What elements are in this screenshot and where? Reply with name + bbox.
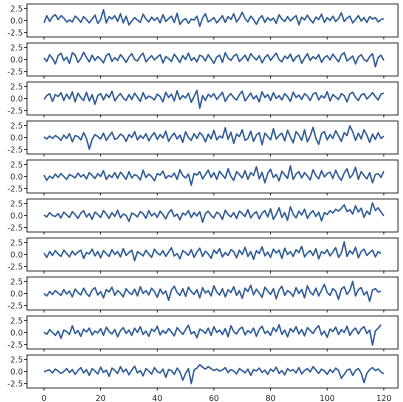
xtick-label: 60 (209, 394, 219, 402)
panel-3-ytick-label: 2.5 (10, 82, 23, 91)
xtick-label: 20 (96, 394, 106, 402)
panel-9-ytick-label: -2.5 (7, 341, 23, 350)
xtick-label: 40 (152, 394, 162, 402)
panel-1-series-line (43, 9, 385, 28)
panel-8-series-line (43, 280, 382, 303)
panel-1-frame (26, 3, 399, 38)
panel-8-ytick-label: -2.5 (7, 302, 23, 311)
panel-8-ytick-label: 2.5 (10, 277, 23, 286)
panel-10-ytick-label: 0.0 (10, 368, 23, 377)
panel-4-ytick-label: -2.5 (7, 146, 23, 155)
panel-5-ytick-label: -2.5 (7, 185, 23, 194)
xtick-label: 0 (41, 394, 46, 402)
xtick-label: 80 (265, 394, 275, 402)
panel-10-ytick-label: -2.5 (7, 380, 23, 389)
panel-8-ytick-label: 0.0 (10, 290, 23, 299)
panel-3-ytick-label: -2.5 (7, 107, 23, 116)
panel-6-ytick-label: 0.0 (10, 212, 23, 221)
panel-1-ytick-label: 2.5 (10, 4, 23, 13)
panel-2-ytick-label: 0.0 (10, 56, 23, 65)
panel-7-ytick-label: -2.5 (7, 263, 23, 272)
panel-5-series-line (43, 165, 385, 186)
panel-4-ytick-label: 2.5 (10, 121, 23, 130)
panel-5-ytick-label: 0.0 (10, 173, 23, 182)
panel-10-ytick-label: 2.5 (10, 355, 23, 364)
panel-1-ytick-label: 0.0 (10, 17, 23, 26)
panel-4-series-line (43, 125, 385, 150)
panel-7-series-line (43, 241, 382, 262)
panel-10-series-line (43, 363, 385, 385)
panel-5-ytick-label: 2.5 (10, 160, 23, 169)
panel-2-series-line (43, 51, 385, 68)
panel-6-ytick-label: 2.5 (10, 199, 23, 208)
panel-2-ytick-label: 2.5 (10, 43, 23, 52)
panel-6-series-line (43, 202, 385, 224)
panel-9-ytick-label: 0.0 (10, 329, 23, 338)
panel-3-ytick-label: 0.0 (10, 95, 23, 104)
panel-9-ytick-label: 2.5 (10, 316, 23, 325)
panel-6-frame (26, 198, 399, 233)
panel-3-series-line (43, 89, 385, 109)
xtick-label: 120 (376, 394, 391, 402)
panel-6-ytick-label: -2.5 (7, 224, 23, 233)
panel-4-ytick-label: 0.0 (10, 134, 23, 143)
panel-7-ytick-label: 0.0 (10, 251, 23, 260)
xtick-label: 100 (320, 394, 335, 402)
panel-1-ytick-label: -2.5 (7, 29, 23, 38)
panel-2-ytick-label: -2.5 (7, 68, 23, 77)
panel-7-ytick-label: 2.5 (10, 238, 23, 247)
panel-9-series-line (43, 323, 382, 346)
panel-2-frame (26, 42, 399, 77)
